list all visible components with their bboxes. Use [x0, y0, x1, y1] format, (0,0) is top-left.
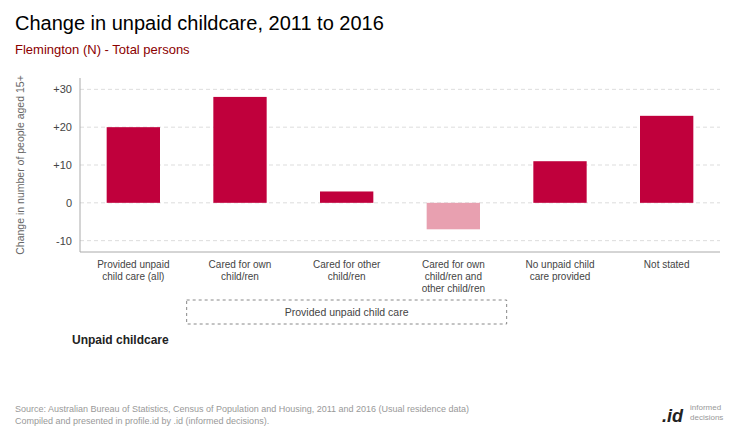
- y-tick-label: 0: [66, 197, 72, 209]
- logo: .id: [662, 406, 684, 426]
- bar: [320, 191, 373, 202]
- bar: [640, 116, 693, 203]
- title: Change in unpaid childcare, 2011 to 2016: [15, 12, 384, 34]
- grid-line: [80, 165, 720, 166]
- y-axis-label: Change in number of people aged 15+: [14, 75, 26, 255]
- y-tick-label: +30: [53, 83, 72, 95]
- x-tick-label: Cared for ownchild/ren andother child/re…: [422, 259, 485, 294]
- chart: Change in unpaid childcare, 2011 to 2016…: [0, 0, 740, 440]
- y-tick-label: -10: [56, 235, 72, 247]
- y-axis-line: [80, 78, 81, 252]
- y-tick-label: +10: [53, 159, 72, 171]
- bracket: [187, 300, 507, 324]
- grid-line: [80, 127, 720, 128]
- bar: [213, 97, 266, 203]
- bar: [427, 203, 480, 229]
- grid: [80, 89, 720, 240]
- x-tick-label: Not stated: [644, 259, 690, 270]
- background: [0, 0, 740, 440]
- y-tick-label: +20: [53, 121, 72, 133]
- bracket-label: Provided unpaid child care: [285, 306, 409, 318]
- bar: [107, 127, 160, 203]
- grid-line: [80, 240, 720, 241]
- logo-text: informeddecisions: [690, 403, 723, 422]
- grid-line: [80, 202, 720, 203]
- x-tick-label: Cared for ownchild/ren: [209, 259, 272, 282]
- bar: [533, 161, 586, 203]
- x-axis-line: [80, 252, 720, 253]
- x-tick-label: Provided unpaidchild care (all): [97, 259, 169, 282]
- x-axis-label: Unpaid childcare: [72, 333, 169, 347]
- source: Source: Australian Bureau of Statistics,…: [15, 404, 469, 426]
- grid-line: [80, 89, 720, 90]
- subtitle: Flemington (N) - Total persons: [15, 42, 190, 57]
- x-tick-label: Cared for otherchild/ren: [313, 259, 381, 282]
- bars: [107, 97, 694, 229]
- x-tick-label: No unpaid childcare provided: [526, 259, 595, 282]
